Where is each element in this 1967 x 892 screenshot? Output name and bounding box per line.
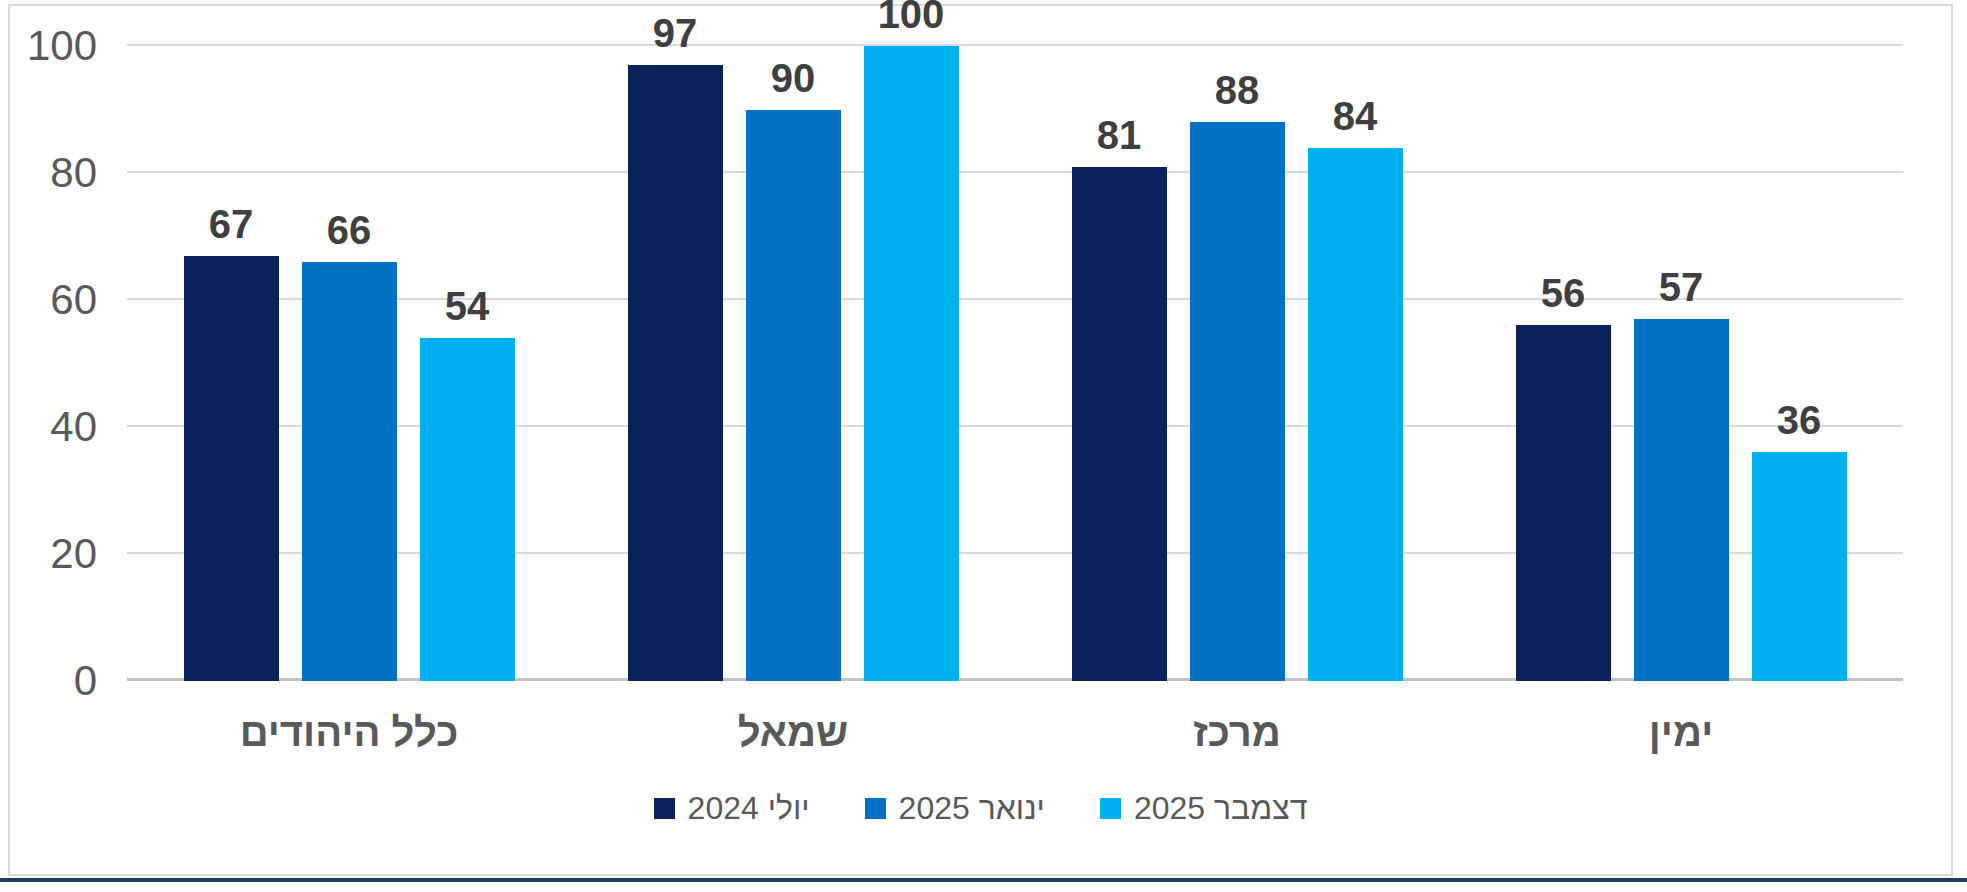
legend-item-1: ינואר 2025 bbox=[865, 792, 1045, 824]
y-tick-label-0: 0 bbox=[22, 660, 97, 702]
bar-column: 36 bbox=[1752, 46, 1847, 681]
plot-area: 6766549790100818884565736 bbox=[127, 46, 1903, 681]
bar-series-2-cat-3 bbox=[1752, 452, 1847, 681]
bar-value-label: 100 bbox=[816, 0, 1006, 34]
bar-value-label: 97 bbox=[580, 13, 770, 53]
bar-group-3: 565736 bbox=[1459, 46, 1903, 681]
bar-series-2-cat-1 bbox=[864, 46, 959, 681]
legend-item-0: יולי 2024 bbox=[654, 792, 810, 824]
bottom-border-line bbox=[0, 878, 1967, 882]
bar-value-label: 66 bbox=[254, 210, 444, 250]
bar-value-label: 36 bbox=[1704, 400, 1894, 440]
category-label-2: מרכז bbox=[1015, 708, 1459, 756]
y-tick-label-40: 40 bbox=[22, 406, 97, 448]
y-tick-label-20: 20 bbox=[22, 533, 97, 575]
category-label-1: שמאל bbox=[571, 708, 1015, 756]
legend-marker-icon bbox=[654, 798, 675, 819]
y-axis: 020406080100 bbox=[22, 46, 97, 681]
bar-column: 54 bbox=[420, 46, 515, 681]
bar-value-label: 54 bbox=[372, 286, 562, 326]
bar-series-2-cat-0 bbox=[420, 338, 515, 681]
bar-series-0-cat-2 bbox=[1072, 167, 1167, 681]
legend-label-2: דצמבר 2025 bbox=[1134, 792, 1307, 824]
bar-group-0: 676654 bbox=[127, 46, 571, 681]
bar-value-label: 57 bbox=[1586, 267, 1776, 307]
y-tick-label-60: 60 bbox=[22, 279, 97, 321]
bar-column: 84 bbox=[1308, 46, 1403, 681]
bar-series-1-cat-1 bbox=[746, 110, 841, 682]
category-label-0: כלל היהודים bbox=[127, 708, 571, 756]
y-tick-label-100: 100 bbox=[22, 25, 97, 67]
chart-canvas: 020406080100 6766549790100818884565736 כ… bbox=[0, 0, 1967, 892]
legend-label-0: יולי 2024 bbox=[688, 792, 810, 824]
bar-column: 66 bbox=[302, 46, 397, 681]
bar-value-label: 84 bbox=[1260, 96, 1450, 136]
y-tick-label-80: 80 bbox=[22, 152, 97, 194]
bar-column: 81 bbox=[1072, 46, 1167, 681]
bar-series-2-cat-2 bbox=[1308, 148, 1403, 681]
bar-series-1-cat-2 bbox=[1190, 122, 1285, 681]
bar-group-1: 9790100 bbox=[571, 46, 1015, 681]
category-label-3: ימין bbox=[1459, 708, 1903, 756]
bar-column: 56 bbox=[1516, 46, 1611, 681]
bar-column: 90 bbox=[746, 46, 841, 681]
legend-marker-icon bbox=[865, 798, 886, 819]
bar-column: 67 bbox=[184, 46, 279, 681]
bar-groups: 6766549790100818884565736 bbox=[127, 46, 1903, 681]
bar-series-0-cat-1 bbox=[628, 65, 723, 681]
bar-group-2: 818884 bbox=[1015, 46, 1459, 681]
bar-series-1-cat-3 bbox=[1634, 319, 1729, 681]
category-axis: כלל היהודיםשמאלמרכזימין bbox=[127, 708, 1903, 756]
bar-series-0-cat-3 bbox=[1516, 325, 1611, 681]
legend-item-2: דצמבר 2025 bbox=[1100, 792, 1307, 824]
bar-value-label: 90 bbox=[698, 58, 888, 98]
bar-column: 97 bbox=[628, 46, 723, 681]
bar-series-0-cat-0 bbox=[184, 256, 279, 681]
legend-marker-icon bbox=[1100, 798, 1121, 819]
bar-column: 57 bbox=[1634, 46, 1729, 681]
bar-column: 88 bbox=[1190, 46, 1285, 681]
bar-column: 100 bbox=[864, 46, 959, 681]
legend: יולי 2024 ינואר 2025 דצמבר 2025 bbox=[8, 792, 1953, 824]
bar-value-label: 81 bbox=[1024, 115, 1214, 155]
legend-label-1: ינואר 2025 bbox=[899, 792, 1045, 824]
